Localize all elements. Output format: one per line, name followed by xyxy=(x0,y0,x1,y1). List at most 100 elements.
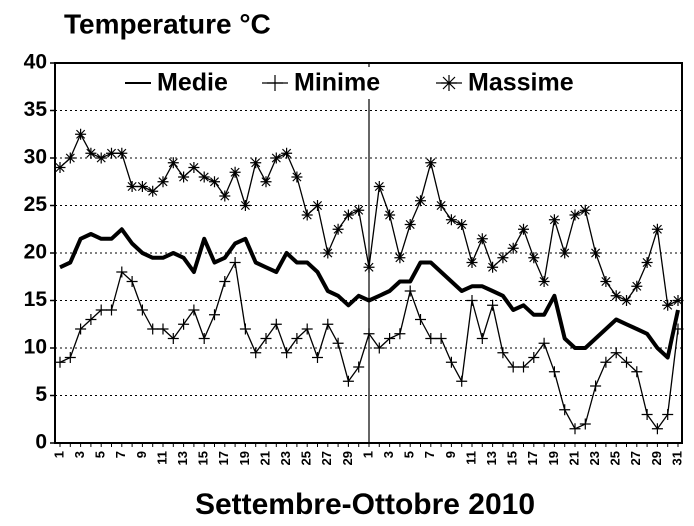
point-marker xyxy=(384,333,396,344)
point-marker xyxy=(672,295,684,306)
point-marker xyxy=(95,304,107,316)
point-marker xyxy=(229,257,241,268)
point-marker xyxy=(188,162,200,173)
point-marker xyxy=(239,200,251,211)
point-marker xyxy=(332,223,344,235)
point-marker xyxy=(559,247,571,259)
point-marker xyxy=(507,242,519,254)
point-marker xyxy=(178,318,190,330)
x-tick-label: 15 xyxy=(196,451,211,465)
y-tick-label: 25 xyxy=(24,193,48,216)
point-marker xyxy=(610,290,622,302)
point-marker xyxy=(126,181,138,192)
point-marker xyxy=(54,356,66,368)
point-marker xyxy=(497,252,509,264)
point-marker xyxy=(456,219,468,230)
legend-label: Minime xyxy=(294,69,380,97)
legend-label: Medie xyxy=(157,69,228,97)
point-marker xyxy=(621,295,632,306)
point-marker xyxy=(404,285,416,297)
point-marker xyxy=(518,361,529,373)
point-marker xyxy=(456,375,468,387)
point-marker xyxy=(528,352,540,363)
point-marker xyxy=(270,318,282,330)
x-tick-label: 17 xyxy=(525,451,540,465)
point-marker xyxy=(415,314,426,325)
point-marker xyxy=(600,356,612,368)
x-tick-label: 29 xyxy=(649,451,664,465)
point-marker xyxy=(147,323,159,335)
x-tick-label: 13 xyxy=(484,451,499,465)
point-marker xyxy=(260,333,272,344)
point-marker xyxy=(569,209,581,221)
x-tick-label: 1 xyxy=(51,451,66,458)
x-tick-label: 25 xyxy=(299,451,314,465)
point-marker xyxy=(136,181,148,192)
point-marker xyxy=(425,157,437,169)
point-marker xyxy=(487,261,499,273)
point-marker xyxy=(281,147,293,159)
point-marker xyxy=(209,176,220,188)
point-marker xyxy=(116,266,128,278)
point-marker xyxy=(415,195,426,207)
point-marker xyxy=(435,200,447,211)
point-marker xyxy=(75,323,87,335)
y-tick-label: 0 xyxy=(35,431,47,454)
point-marker xyxy=(291,333,303,344)
y-tick-label: 20 xyxy=(24,241,47,264)
point-marker xyxy=(559,404,571,416)
x-tick-label: 5 xyxy=(402,451,417,458)
point-marker xyxy=(404,219,416,230)
point-marker xyxy=(281,347,293,359)
x-tick-label: 13 xyxy=(175,451,190,465)
point-marker xyxy=(136,304,148,316)
x-tick-label: 27 xyxy=(628,451,643,465)
x-tick-label: 11 xyxy=(463,451,478,465)
point-marker xyxy=(651,223,663,235)
series-line xyxy=(59,227,680,360)
x-tick-label: 9 xyxy=(134,451,149,458)
point-marker xyxy=(270,152,282,164)
point-marker xyxy=(229,166,241,178)
point-marker xyxy=(631,280,643,292)
point-marker xyxy=(106,147,117,159)
point-marker xyxy=(178,171,190,183)
point-marker xyxy=(64,152,76,164)
y-tick-label: 35 xyxy=(24,98,48,121)
y-tick-label: 40 xyxy=(24,51,47,74)
point-marker xyxy=(353,204,365,216)
point-marker xyxy=(590,247,602,259)
x-tick-label: 9 xyxy=(443,451,458,458)
point-marker xyxy=(219,190,231,202)
point-marker xyxy=(75,128,87,140)
point-marker xyxy=(157,323,169,335)
point-marker xyxy=(239,323,251,335)
point-marker xyxy=(497,347,509,359)
y-tick-label: 5 xyxy=(35,383,47,406)
x-tick-label: 21 xyxy=(566,451,581,465)
point-marker xyxy=(538,337,550,349)
point-marker xyxy=(548,214,560,226)
point-marker xyxy=(54,162,66,173)
x-tick-label: 23 xyxy=(587,451,602,465)
x-tick-label: 17 xyxy=(216,451,231,465)
point-marker xyxy=(373,181,385,192)
point-marker xyxy=(260,176,272,188)
x-tick-label: 3 xyxy=(72,451,87,458)
point-marker xyxy=(363,261,375,273)
point-marker xyxy=(507,361,519,373)
x-tick-label: 7 xyxy=(422,451,437,458)
point-marker xyxy=(518,223,529,235)
point-marker xyxy=(312,352,323,363)
point-marker xyxy=(600,276,612,287)
point-marker xyxy=(147,185,159,197)
point-marker xyxy=(332,337,344,349)
point-marker xyxy=(250,157,262,169)
point-marker xyxy=(198,333,210,344)
point-marker xyxy=(219,276,231,287)
point-marker xyxy=(312,200,323,211)
x-tick-label: 5 xyxy=(93,451,108,458)
x-tick-label: 19 xyxy=(237,451,252,465)
x-tick-label: 1 xyxy=(360,451,375,458)
point-marker xyxy=(85,314,97,325)
